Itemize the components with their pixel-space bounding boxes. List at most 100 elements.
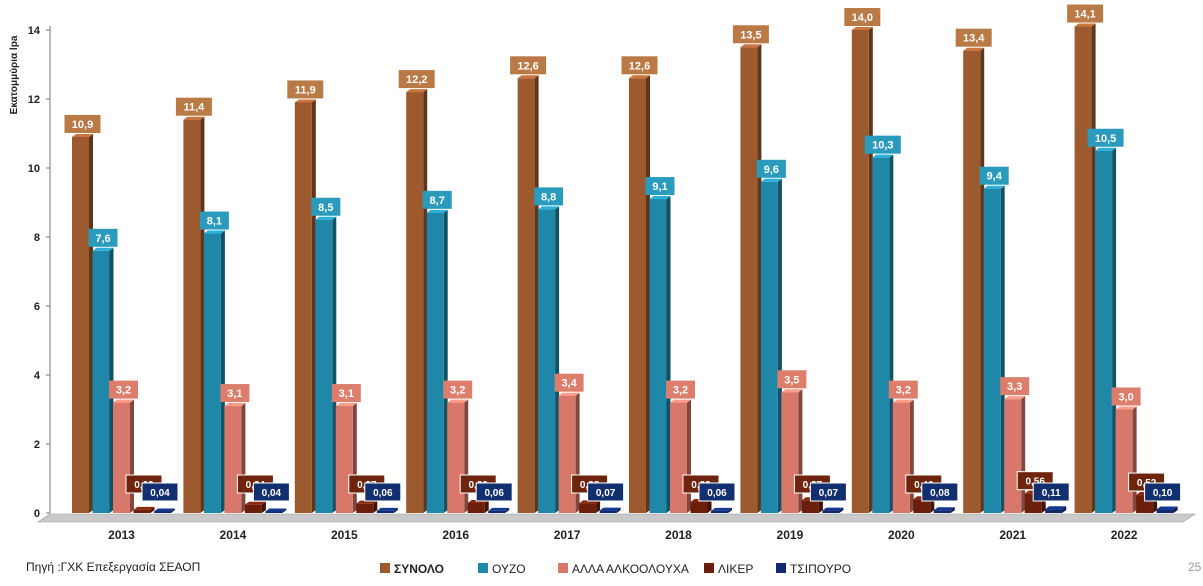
data-label: 10,3 xyxy=(864,135,901,154)
svg-text:12,6: 12,6 xyxy=(629,60,650,72)
bar xyxy=(154,508,175,513)
svg-text:0,08: 0,08 xyxy=(930,488,950,499)
bar xyxy=(92,247,114,514)
svg-text:0,04: 0,04 xyxy=(150,488,170,499)
svg-text:7,6: 7,6 xyxy=(95,233,110,245)
data-label: 13,4 xyxy=(955,28,992,47)
data-label: 0,06 xyxy=(475,482,513,502)
bar xyxy=(599,507,621,513)
svg-text:ΑΛΛΑ ΑΛΚΟΟΛΟΥΧΑ: ΑΛΛΑ ΑΛΚΟΟΛΟΥΧΑ xyxy=(572,562,689,576)
data-label: 11,9 xyxy=(287,80,324,99)
data-label: 0,04 xyxy=(141,482,179,502)
bar xyxy=(406,89,428,513)
data-label: 3,3 xyxy=(1000,377,1030,396)
legend-swatch xyxy=(558,563,568,573)
data-labels: 10,97,63,20,090,0411,48,13,10,240,0411,9… xyxy=(64,4,1182,502)
source-note: Πηγή :ΓΧΚ Επεξεργασία ΣΕΑΟΠ xyxy=(26,560,201,574)
data-label: 3,2 xyxy=(443,380,473,399)
data-label: 8,5 xyxy=(311,197,341,216)
legend-swatch xyxy=(776,563,786,573)
svg-text:14,0: 14,0 xyxy=(852,12,873,24)
data-label: 3,2 xyxy=(109,380,138,399)
data-label: 12,6 xyxy=(621,56,658,75)
bar xyxy=(224,403,246,513)
data-label: 8,1 xyxy=(199,211,229,230)
bar xyxy=(1156,506,1178,513)
svg-text:0,06: 0,06 xyxy=(373,488,393,499)
bar xyxy=(822,507,844,513)
svg-text:12,6: 12,6 xyxy=(517,60,538,72)
bar xyxy=(72,133,93,513)
y-tick-label: 4 xyxy=(34,370,41,382)
legend: ΣΥΝΟΛΟ ΟΥΖΟ ΑΛΛΑ ΑΛΚΟΟΛΟΥΧΑ ΛΙΚΕΡ ΤΣΙΠΟΥΡΟ xyxy=(380,562,851,576)
bar xyxy=(892,399,914,513)
y-tick-label: 14 xyxy=(28,25,41,37)
svg-text:0,06: 0,06 xyxy=(707,488,727,499)
data-label: 0,10 xyxy=(1144,482,1182,502)
data-label: 8,8 xyxy=(534,187,564,206)
svg-text:3,1: 3,1 xyxy=(339,388,354,400)
data-label: 9,6 xyxy=(756,159,786,178)
svg-text:10,9: 10,9 xyxy=(72,119,93,131)
x-tick-label: 2015 xyxy=(331,528,358,542)
svg-text:11,9: 11,9 xyxy=(295,84,316,96)
x-tick-label: 2020 xyxy=(888,528,915,542)
svg-text:0,56: 0,56 xyxy=(1025,477,1045,488)
x-tick-label: 2013 xyxy=(108,528,135,542)
svg-text:9,6: 9,6 xyxy=(764,164,779,176)
svg-text:9,4: 9,4 xyxy=(987,171,1003,183)
bar xyxy=(538,206,560,513)
legend-item: ΣΥΝΟΛΟ xyxy=(380,562,444,576)
svg-text:3,3: 3,3 xyxy=(1007,381,1022,393)
bar xyxy=(244,501,266,513)
data-label: 11,4 xyxy=(175,97,212,116)
svg-text:0,06: 0,06 xyxy=(484,488,504,499)
svg-text:10,3: 10,3 xyxy=(872,140,893,152)
bar xyxy=(133,506,155,513)
bar xyxy=(335,403,357,513)
legend-item: ΟΥΖΟ xyxy=(478,562,526,576)
data-label: 9,1 xyxy=(645,177,675,196)
x-tick-label: 2021 xyxy=(999,528,1026,542)
legend-swatch xyxy=(478,563,488,573)
legend-swatch xyxy=(704,563,714,573)
data-label: 0,11 xyxy=(1032,482,1070,502)
svg-text:ΟΥΖΟ: ΟΥΖΟ xyxy=(492,562,526,576)
data-label: 13,5 xyxy=(732,25,769,44)
bars xyxy=(72,23,1178,514)
bar xyxy=(1115,406,1137,513)
svg-text:3,2: 3,2 xyxy=(673,385,688,397)
x-tick-label: 2022 xyxy=(1111,528,1138,542)
svg-text:3,2: 3,2 xyxy=(450,385,465,397)
data-label: 3,5 xyxy=(777,370,807,389)
bar xyxy=(740,44,762,513)
data-label: 0,08 xyxy=(921,482,959,502)
bar xyxy=(629,75,650,514)
svg-text:0,10: 0,10 xyxy=(1153,488,1173,499)
bar xyxy=(447,399,469,513)
svg-text:10,5: 10,5 xyxy=(1095,133,1116,145)
svg-text:9,1: 9,1 xyxy=(652,181,667,193)
svg-text:0,07: 0,07 xyxy=(819,488,839,499)
bar xyxy=(670,399,691,513)
y-axis-title: Εκατομμύρια lpa xyxy=(9,35,20,114)
data-label: 3,1 xyxy=(220,384,250,403)
bar xyxy=(467,499,489,513)
svg-text:8,5: 8,5 xyxy=(318,202,333,214)
data-label: 0,06 xyxy=(698,482,736,502)
y-tick-label: 10 xyxy=(28,163,40,175)
svg-text:ΤΣΙΠΟΥΡΟ: ΤΣΙΠΟΥΡΟ xyxy=(790,562,851,576)
bar xyxy=(203,230,225,514)
svg-text:3,2: 3,2 xyxy=(116,385,131,397)
data-label: 0,04 xyxy=(252,482,290,502)
svg-text:3,0: 3,0 xyxy=(1118,392,1133,404)
bar xyxy=(1074,23,1096,514)
svg-text:11,4: 11,4 xyxy=(183,102,205,114)
bar xyxy=(376,507,398,513)
svg-text:3,4: 3,4 xyxy=(561,378,577,390)
page-number: 25 xyxy=(1188,560,1202,574)
x-tick-label: 2016 xyxy=(442,528,469,542)
svg-text:ΣΥΝΟΛΟ: ΣΥΝΟΛΟ xyxy=(394,562,444,576)
svg-text:13,4: 13,4 xyxy=(963,33,985,45)
